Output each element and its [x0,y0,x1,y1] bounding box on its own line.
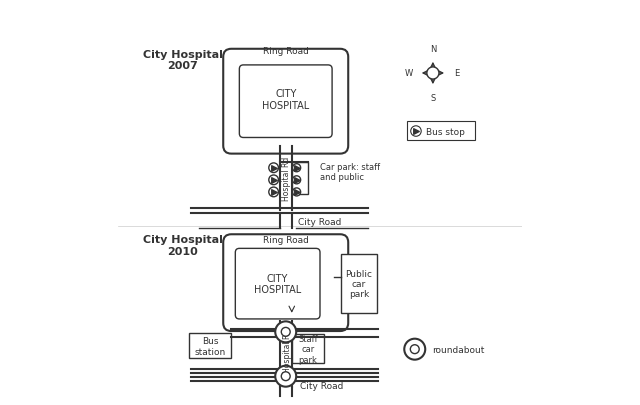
Circle shape [275,322,296,343]
Circle shape [269,175,278,185]
FancyBboxPatch shape [223,50,348,154]
Text: City Hospital
2010: City Hospital 2010 [143,234,223,256]
Circle shape [292,164,301,173]
Circle shape [410,345,419,354]
Text: Hospital Rd: Hospital Rd [282,156,291,200]
Text: CITY
HOSPITAL: CITY HOSPITAL [262,89,309,111]
Circle shape [282,372,290,381]
Text: roundabout: roundabout [432,345,484,354]
Circle shape [292,188,301,196]
Text: Ring Road: Ring Road [263,235,308,244]
Text: Ring Road: Ring Road [263,47,308,56]
Circle shape [282,328,290,337]
Text: Car park: staff
and public: Car park: staff and public [320,163,380,182]
Text: Staff
car
park: Staff car park [298,334,317,364]
Bar [189,334,231,358]
Circle shape [411,126,421,137]
Bar [406,122,476,141]
Circle shape [292,176,301,184]
Text: N: N [429,45,436,54]
Text: W: W [404,69,413,78]
FancyBboxPatch shape [223,234,348,331]
Circle shape [275,366,296,387]
Circle shape [269,164,278,173]
Text: Bus
station: Bus station [195,337,226,356]
Text: Public
car
park: Public car park [346,269,372,298]
Circle shape [427,68,439,80]
Text: E: E [454,69,460,78]
Text: City Hospital
2007: City Hospital 2007 [143,50,223,71]
Text: Bus stop: Bus stop [426,127,465,136]
Bar [341,255,377,313]
Text: City Road: City Road [298,218,342,227]
Circle shape [269,188,278,197]
FancyBboxPatch shape [236,249,320,319]
Bar [292,162,308,194]
Text: S: S [430,94,436,102]
Circle shape [404,339,425,360]
Text: City Road: City Road [300,381,344,390]
Bar [292,335,324,363]
Text: Hospital Rd: Hospital Rd [284,328,292,372]
Text: CITY
HOSPITAL: CITY HOSPITAL [254,273,301,294]
FancyBboxPatch shape [239,66,332,138]
